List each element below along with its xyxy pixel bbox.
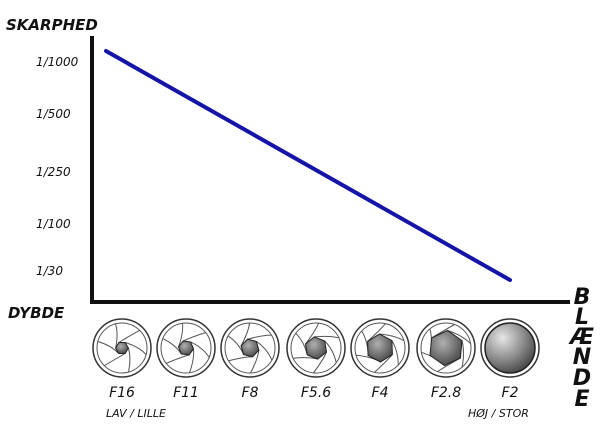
f-stop-label: F2.8 <box>431 385 461 401</box>
series-line <box>104 49 512 282</box>
origin-label: DYBDE <box>8 304 65 322</box>
y-tick-label: 1/100 <box>36 217 71 231</box>
f-stop-label: F8 <box>242 385 259 401</box>
f-stop-label: F4 <box>372 385 389 401</box>
x-end-label-right: HØJ / STOR <box>468 407 529 420</box>
f-stop-label: F11 <box>173 385 199 401</box>
f-stop-labels: F16 F11 F8 F5.6 F4 F2.8 F2 <box>109 385 519 401</box>
aperture-icon <box>220 318 280 378</box>
y-tick-label: 1/250 <box>36 165 71 179</box>
y-tick-label: 1/30 <box>36 264 63 278</box>
f-stop-label: F16 <box>109 385 135 401</box>
y-tick-label: 1/500 <box>36 107 71 121</box>
x-axis-title-letter: L <box>575 305 589 330</box>
aperture-icon <box>350 318 410 378</box>
y-axis-title: SKARPHED <box>6 16 98 34</box>
f-stop-label: F2 <box>502 385 519 401</box>
y-tick-label: 1/1000 <box>36 55 79 69</box>
aperture-icon <box>480 318 540 378</box>
f-stop-label: F5.6 <box>301 385 331 401</box>
aperture-icon <box>416 318 476 378</box>
aperture-icon <box>92 318 152 378</box>
y-tick-labels: 1/1000 1/500 1/250 1/100 1/30 <box>36 55 79 278</box>
aperture-icon <box>156 318 216 378</box>
x-axis-title-letter: D <box>573 366 591 391</box>
x-axis-title-letter: Æ <box>568 325 594 350</box>
series-group <box>104 49 512 282</box>
aperture-icons <box>92 318 540 378</box>
x-axis-title-letter: B <box>574 285 591 310</box>
x-axis-title-letter: N <box>573 345 591 370</box>
aperture-icon <box>286 318 346 378</box>
x-end-label-left: LAV / LILLE <box>106 407 166 420</box>
x-axis-title-letter: E <box>574 387 589 412</box>
